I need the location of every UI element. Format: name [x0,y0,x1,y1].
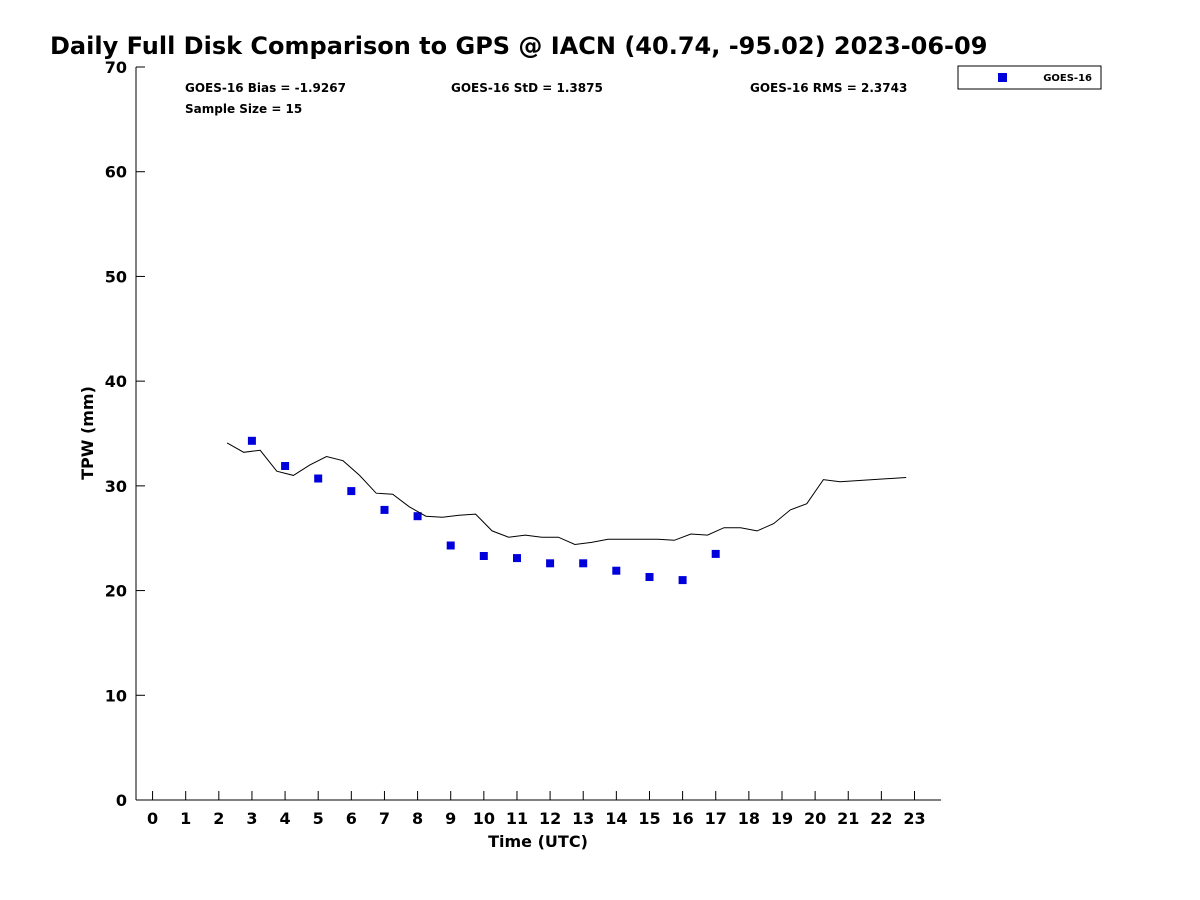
x-tick-label: 1 [180,809,191,828]
stat-std: GOES-16 StD = 1.3875 [451,81,603,95]
y-ticks: 0 10 20 30 40 50 60 70 [105,58,145,810]
x-tick-label: 13 [572,809,594,828]
goes16-point [678,576,687,585]
goes16-point [446,541,455,550]
x-tick-label: 5 [313,809,324,828]
x-tick-label: 19 [771,809,793,828]
y-tick-label: 20 [105,582,127,601]
goes16-point [314,474,323,483]
goes16-point [380,505,389,514]
goes16-point [711,549,720,558]
x-tick-label: 10 [473,809,495,828]
y-tick-label: 40 [105,372,127,391]
x-tick-label: 21 [837,809,859,828]
x-tick-label: 11 [506,809,528,828]
x-tick-label: 4 [280,809,291,828]
stat-sample-size: Sample Size = 15 [185,102,302,116]
x-tick-label: 2 [213,809,224,828]
x-tick-label: 23 [903,809,925,828]
axes [135,67,941,801]
chart-title: Daily Full Disk Comparison to GPS @ IACN… [50,32,987,60]
goes16-point [281,462,290,470]
x-tick-label: 3 [246,809,257,828]
y-tick-label: 50 [105,267,127,286]
y-tick-label: 70 [105,58,127,77]
goes16-point [546,559,555,568]
x-tick-label: 17 [705,809,727,828]
y-tick-label: 30 [105,477,127,496]
legend-marker-goes16 [998,73,1007,82]
x-tick-label: 14 [605,809,627,828]
y-tick-label: 10 [105,686,127,705]
x-tick-label: 6 [346,809,357,828]
stat-rms: GOES-16 RMS = 2.3743 [750,81,907,95]
legend-label-goes16: GOES-16 [1043,73,1092,84]
goes16-point [513,554,521,563]
x-axis-label: Time (UTC) [488,832,588,851]
x-tick-label: 16 [671,809,693,828]
goes16-point [612,566,621,575]
y-axis-label: TPW (mm) [78,386,97,480]
x-tick-label: 15 [638,809,660,828]
series-layer [226,436,907,585]
goes16-point [645,573,654,581]
x-tick-label: 7 [379,809,390,828]
goes16-point [479,552,488,560]
x-tick-label: 8 [412,809,423,828]
x-ticks: 0 1 2 3 4 5 6 7 8 9 10 11 12 13 14 15 16 17 18 19 20 21 22 23 [147,791,926,828]
goes16-point [247,436,256,445]
y-tick-label: 0 [116,791,127,810]
x-tick-label: 12 [539,809,561,828]
gps-line [226,442,907,546]
y-tick-label: 60 [105,163,127,182]
goes16-point [413,512,422,521]
legend-box [957,65,1102,90]
legend: GOES-16 [957,65,1102,90]
x-tick-label: 0 [147,809,158,828]
goes16-point [347,487,356,496]
x-tick-label: 20 [804,809,826,828]
stat-bias: GOES-16 Bias = -1.9267 [185,81,346,95]
x-tick-label: 9 [445,809,456,828]
goes16-point [579,559,588,568]
x-tick-label: 18 [738,809,760,828]
x-tick-label: 22 [870,809,892,828]
